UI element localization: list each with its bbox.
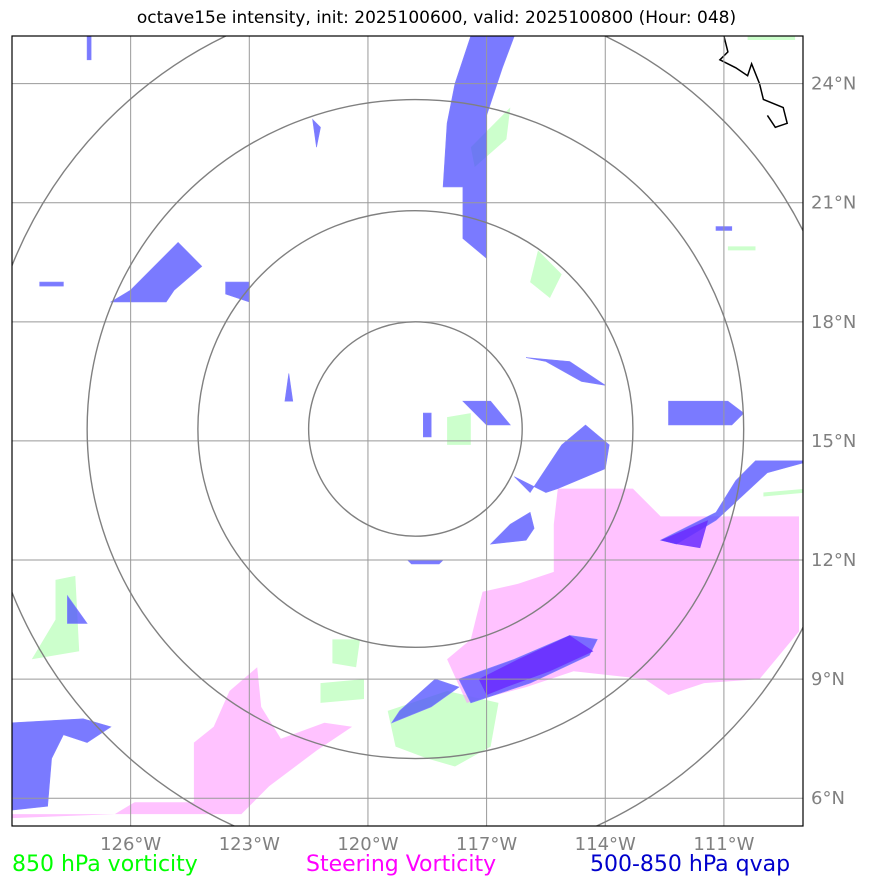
lat-tick-label: 18°N: [811, 312, 856, 333]
steering-vorticity-area: [12, 667, 353, 819]
vorticity-850-area: [727, 246, 756, 251]
lon-tick-label: 111°W: [693, 834, 754, 855]
qvap-area: [67, 594, 88, 624]
lat-tick-label: 6°N: [811, 788, 845, 809]
overlap-area: [478, 635, 594, 695]
legend-850-vorticity: 850 hPa vorticity: [12, 852, 198, 877]
map-title: octave15e intensity, init: 2025100600, v…: [136, 8, 737, 28]
vorticity-850-area: [747, 36, 796, 40]
lat-tick-label: 21°N: [811, 193, 856, 214]
qvap-area: [39, 281, 64, 287]
qvap-area: [406, 559, 444, 565]
range-rings: [12, 36, 803, 826]
qvap-area: [390, 678, 460, 724]
qvap-area: [86, 36, 92, 61]
qvap-area: [668, 400, 745, 426]
vorticity-850-area: [530, 250, 562, 298]
range-ring: [86, 98, 745, 760]
qvap-area: [422, 412, 432, 438]
qvap-area: [109, 241, 203, 303]
qvap-area: [489, 511, 535, 545]
lat-tick-label: 24°N: [811, 74, 856, 95]
vorticity-850-area: [320, 679, 364, 703]
qvap-area: [312, 118, 321, 148]
vorticity-850-area: [447, 413, 471, 445]
lat-tick-label: 12°N: [811, 550, 856, 571]
lon-tick-label: 117°W: [456, 834, 517, 855]
vorticity-850-area: [763, 488, 803, 497]
lon-tick-label: 120°W: [337, 834, 398, 855]
range-ring: [197, 209, 634, 649]
lat-tick-label: 15°N: [811, 431, 856, 452]
qvap-area: [442, 36, 515, 259]
range-ring: [307, 321, 523, 537]
steering-vorticity-area: [447, 488, 799, 703]
qvap-area: [284, 373, 294, 402]
map-frame: [11, 35, 804, 827]
map-fields: [12, 36, 803, 819]
lon-tick-label: 126°W: [100, 834, 161, 855]
qvap-area: [526, 357, 606, 386]
vorticity-850-area: [387, 691, 499, 767]
qvap-area: [12, 718, 112, 811]
overlap-area: [660, 520, 709, 549]
vorticity-850-area: [332, 639, 360, 668]
legend-steering-vorticity: Steering Vorticity: [306, 852, 497, 877]
lon-tick-label: 114°W: [575, 834, 636, 855]
legend-qvap: 500-850 hPa qvap: [590, 852, 791, 877]
qvap-area: [514, 424, 610, 493]
lat-tick-label: 9°N: [811, 669, 845, 690]
coastline: [718, 36, 789, 129]
lon-tick-label: 123°W: [219, 834, 280, 855]
coastline-segment: [718, 36, 789, 129]
axis-tick-labels: 126°W 123°W 120°W 117°W 114°W 111°W 6°N 9°N 12°N…: [100, 74, 856, 855]
